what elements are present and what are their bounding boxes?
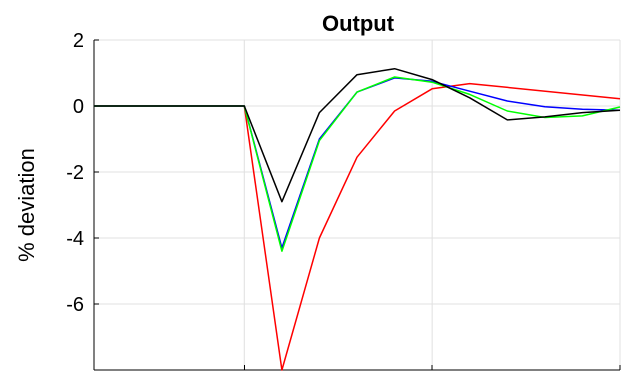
y-axis-label: % deviation [14,148,39,262]
y-tick-label: -4 [66,228,84,250]
y-tick-label: 2 [73,30,84,52]
series-line-1 [94,82,621,371]
tick-layer: -6 -4 -2 0 2 [66,30,84,316]
y-tick-label: -2 [66,162,84,184]
chart-title: Output [322,11,395,36]
series-line-3 [94,76,621,252]
y-tick-label: 0 [73,96,84,118]
series-line-4 [94,67,621,203]
grid-layer [94,39,621,370]
axis-layer [93,39,621,371]
series-line-2 [94,77,621,249]
y-tick-label: -6 [66,294,84,316]
series-layer [94,67,621,371]
